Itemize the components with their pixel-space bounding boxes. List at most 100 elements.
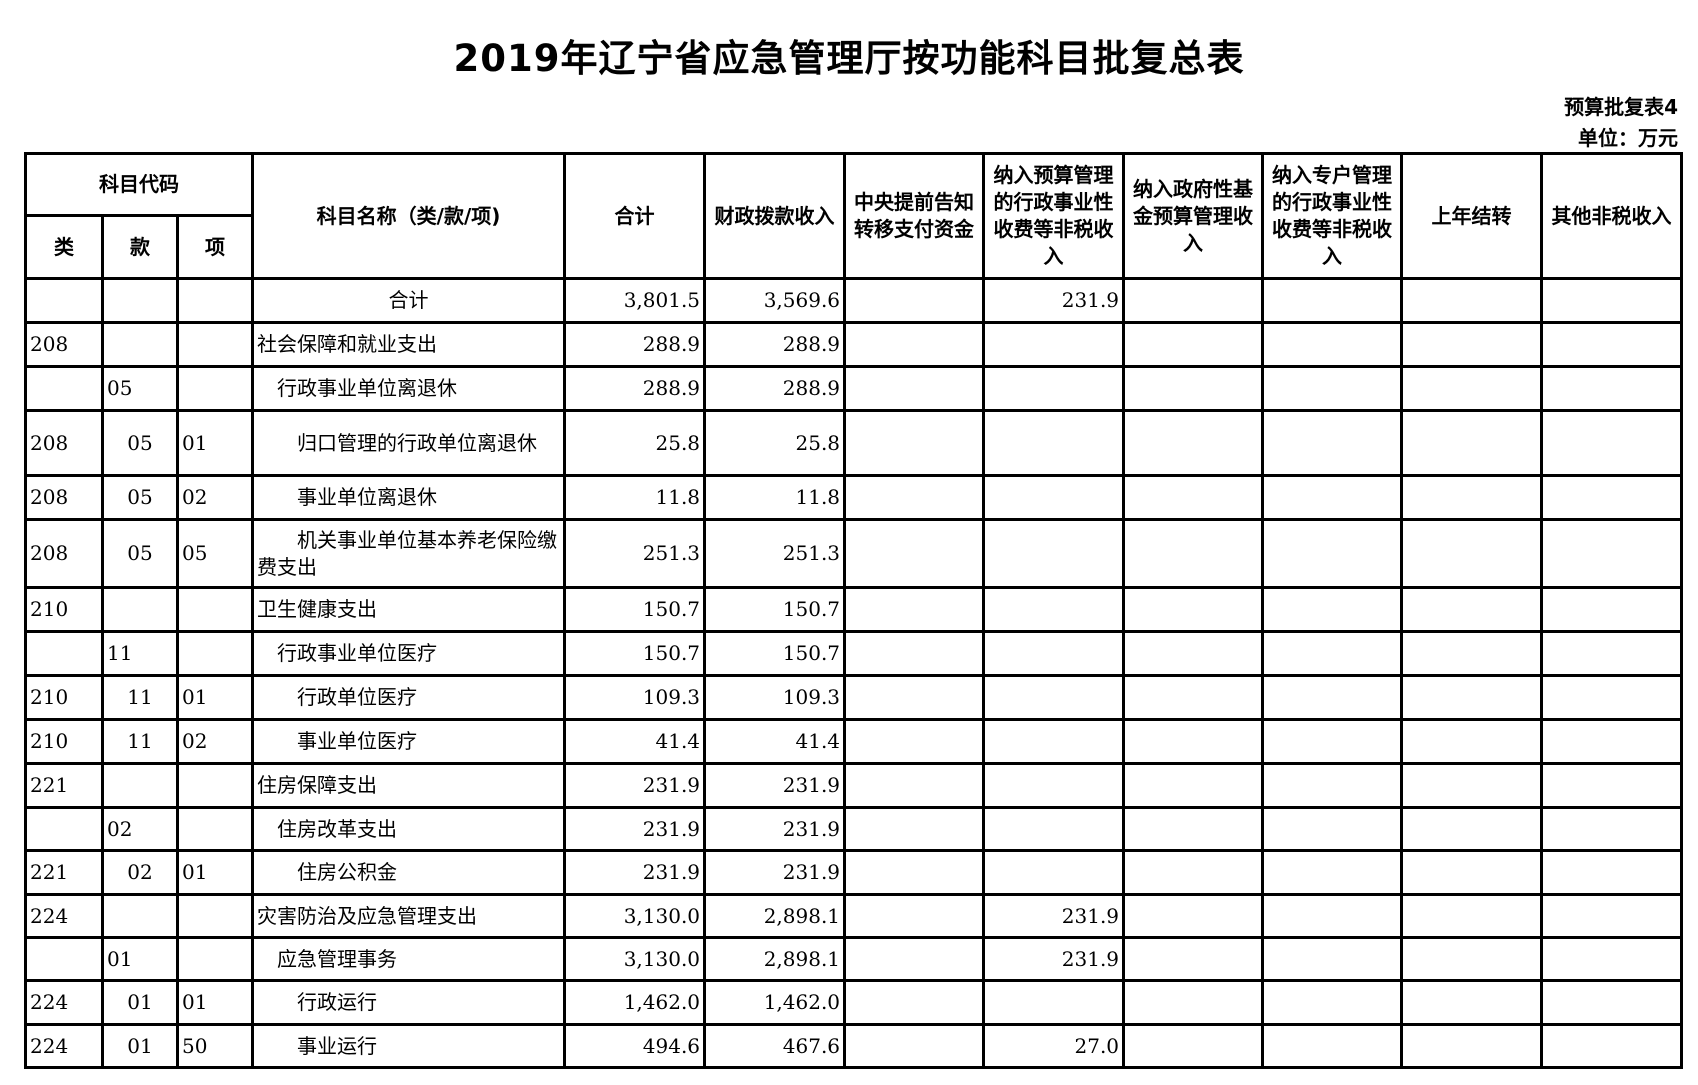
cell-admin-fee	[982, 321, 1126, 368]
header-name: 科目名称（类/款/项)	[251, 152, 567, 280]
cell-kuan: 01	[101, 1023, 179, 1069]
cell-xiang: 02	[175, 718, 255, 765]
cell-name: 灾害防治及应急管理支出	[251, 893, 567, 939]
cell-special	[1261, 630, 1404, 677]
cell-xiang: 01	[175, 849, 255, 896]
cell-central	[843, 849, 986, 896]
cell-admin-fee: 231.9	[982, 277, 1126, 324]
cell-other	[1540, 474, 1684, 521]
cell-special	[1261, 321, 1404, 368]
cell-gov-fund	[1122, 321, 1265, 368]
cell-total: 11.8	[563, 474, 707, 521]
cell-gov-fund	[1122, 365, 1265, 412]
cell-other	[1540, 979, 1684, 1026]
cell-other	[1540, 893, 1684, 939]
cell-gov-fund	[1122, 762, 1265, 809]
cell-other	[1540, 321, 1684, 368]
cell-carryover	[1400, 474, 1544, 521]
table-row: 11 行政事业单位医疗 150.7 150.7	[24, 630, 1698, 677]
cell-lei	[24, 277, 104, 324]
cell-central	[843, 409, 986, 477]
cell-central	[843, 1023, 986, 1069]
cell-lei: 210	[24, 718, 104, 765]
cell-gov-fund	[1122, 586, 1265, 633]
table-row: 02 住房改革支出 231.9 231.9	[24, 806, 1698, 852]
header-fiscal: 财政拨款收入	[703, 152, 847, 280]
table-row: 221 02 01 住房公积金 231.9 231.9	[24, 849, 1698, 896]
cell-total: 150.7	[563, 630, 707, 677]
table-row: 221 住房保障支出 231.9 231.9	[24, 762, 1698, 809]
cell-name: 行政事业单位离退休	[251, 365, 567, 412]
cell-central	[843, 321, 986, 368]
cell-other	[1540, 718, 1684, 765]
cell-gov-fund	[1122, 849, 1265, 896]
cell-central	[843, 979, 986, 1026]
cell-admin-fee: 231.9	[982, 893, 1126, 939]
cell-xiang	[175, 365, 255, 412]
table-row: 210 11 01 行政单位医疗 109.3 109.3	[24, 674, 1698, 721]
header-total: 合计	[563, 152, 707, 280]
cell-central	[843, 674, 986, 721]
cell-admin-fee	[982, 630, 1126, 677]
cell-xiang	[175, 893, 255, 939]
cell-lei: 208	[24, 321, 104, 368]
cell-xiang: 01	[175, 674, 255, 721]
cell-lei: 224	[24, 979, 104, 1026]
cell-gov-fund	[1122, 409, 1265, 477]
cell-total: 288.9	[563, 365, 707, 412]
table-row: 224 01 01 行政运行 1,462.0 1,462.0	[24, 979, 1698, 1026]
cell-other	[1540, 518, 1684, 589]
cell-total: 251.3	[563, 518, 707, 589]
header-carryover: 上年结转	[1400, 152, 1544, 280]
cell-lei	[24, 936, 104, 982]
cell-admin-fee	[982, 365, 1126, 412]
cell-xiang: 01	[175, 409, 255, 477]
cell-other	[1540, 762, 1684, 809]
cell-kuan: 02	[101, 806, 179, 852]
cell-xiang	[175, 586, 255, 633]
cell-gov-fund	[1122, 518, 1265, 589]
cell-gov-fund	[1122, 806, 1265, 852]
cell-fiscal: 41.4	[703, 718, 847, 765]
cell-gov-fund	[1122, 893, 1265, 939]
cell-xiang	[175, 762, 255, 809]
cell-name: 合计	[251, 277, 567, 324]
cell-admin-fee	[982, 586, 1126, 633]
cell-fiscal: 231.9	[703, 806, 847, 852]
cell-name: 住房保障支出	[251, 762, 567, 809]
cell-kuan: 11	[101, 718, 179, 765]
cell-admin-fee	[982, 409, 1126, 477]
cell-kuan	[101, 586, 179, 633]
cell-total: 288.9	[563, 321, 707, 368]
cell-kuan: 05	[101, 365, 179, 412]
cell-total: 494.6	[563, 1023, 707, 1069]
cell-total: 3,130.0	[563, 893, 707, 939]
cell-gov-fund	[1122, 1023, 1265, 1069]
cell-admin-fee	[982, 806, 1126, 852]
cell-name: 社会保障和就业支出	[251, 321, 567, 368]
cell-special	[1261, 277, 1404, 324]
cell-special	[1261, 893, 1404, 939]
cell-special	[1261, 762, 1404, 809]
cell-central	[843, 630, 986, 677]
cell-other	[1540, 1023, 1684, 1069]
cell-special	[1261, 806, 1404, 852]
table-row: 208 社会保障和就业支出 288.9 288.9	[24, 321, 1698, 368]
cell-special	[1261, 849, 1404, 896]
cell-kuan: 05	[101, 518, 179, 589]
cell-carryover	[1400, 893, 1544, 939]
cell-special	[1261, 586, 1404, 633]
cell-special	[1261, 718, 1404, 765]
cell-xiang: 05	[175, 518, 255, 589]
cell-carryover	[1400, 630, 1544, 677]
cell-lei: 208	[24, 409, 104, 477]
cell-central	[843, 936, 986, 982]
cell-gov-fund	[1122, 979, 1265, 1026]
cell-lei: 208	[24, 518, 104, 589]
cell-lei: 224	[24, 1023, 104, 1069]
cell-fiscal: 150.7	[703, 630, 847, 677]
cell-other	[1540, 409, 1684, 477]
cell-other	[1540, 674, 1684, 721]
cell-admin-fee	[982, 674, 1126, 721]
cell-carryover	[1400, 321, 1544, 368]
